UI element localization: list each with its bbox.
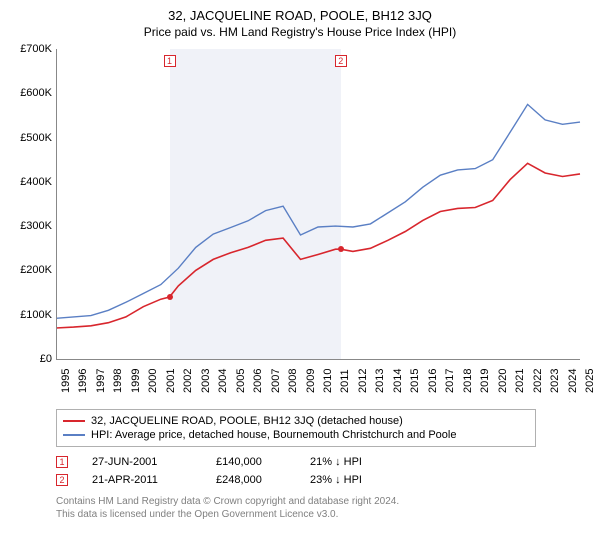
chart-title: 32, JACQUELINE ROAD, POOLE, BH12 3JQ (0, 8, 600, 23)
chart-subtitle: Price paid vs. HM Land Registry's House … (0, 25, 600, 39)
sale-marker: 1 (164, 55, 176, 67)
x-axis-label: 2015 (409, 369, 421, 393)
sale-date: 27-JUN-2001 (92, 456, 192, 468)
sale-marker: 2 (335, 55, 347, 67)
sale-delta: 23% ↓ HPI (310, 474, 400, 486)
y-axis-label: £700K (20, 43, 52, 55)
x-axis-label: 2010 (322, 369, 334, 393)
legend-box: 32, JACQUELINE ROAD, POOLE, BH12 3JQ (de… (56, 409, 536, 447)
x-axis-label: 2009 (305, 369, 317, 393)
y-axis-label: £600K (20, 87, 52, 99)
sale-price: £248,000 (216, 474, 286, 486)
sale-point (167, 294, 173, 300)
y-axis-label: £200K (20, 264, 52, 276)
x-axis-label: 2019 (479, 369, 491, 393)
legend-label: HPI: Average price, detached house, Bour… (91, 429, 456, 441)
x-axis-label: 2000 (147, 369, 159, 393)
x-axis-label: 1999 (130, 369, 142, 393)
legend-item: HPI: Average price, detached house, Bour… (63, 428, 529, 442)
x-axis-label: 1996 (77, 369, 89, 393)
series-line-price_paid (56, 163, 580, 328)
x-axis-label: 2005 (235, 369, 247, 393)
footnote: Contains HM Land Registry data © Crown c… (56, 495, 584, 521)
x-axis-label: 2012 (357, 369, 369, 393)
y-axis-label: £400K (20, 176, 52, 188)
x-axis-label: 1995 (60, 369, 72, 393)
sale-delta: 21% ↓ HPI (310, 456, 400, 468)
sale-point (338, 246, 344, 252)
footnote-line-1: Contains HM Land Registry data © Crown c… (56, 495, 584, 508)
sale-price: £140,000 (216, 456, 286, 468)
sale-row: 2 21-APR-2011 £248,000 23% ↓ HPI (56, 471, 556, 489)
x-axis-label: 2002 (182, 369, 194, 393)
sale-marker-icon: 2 (56, 474, 68, 486)
x-axis-label: 1998 (112, 369, 124, 393)
sales-table: 1 27-JUN-2001 £140,000 21% ↓ HPI 2 21-APR-201… (56, 453, 556, 489)
x-axis-label: 2014 (392, 369, 404, 393)
y-axis-label: £100K (20, 309, 52, 321)
x-axis-label: 2017 (444, 369, 456, 393)
x-axis-label: 2022 (532, 369, 544, 393)
x-axis-label: 2004 (217, 369, 229, 393)
legend-swatch (63, 420, 85, 422)
series-line-hpi (56, 104, 580, 318)
x-axis-label: 2001 (165, 369, 177, 393)
chart-area: 12 £0£100K£200K£300K£400K£500K£600K£700K… (10, 43, 590, 403)
legend-swatch (63, 434, 85, 436)
x-axis-label: 2008 (287, 369, 299, 393)
y-axis-line (56, 49, 57, 359)
x-axis-line (56, 359, 580, 360)
legend-item: 32, JACQUELINE ROAD, POOLE, BH12 3JQ (de… (63, 414, 529, 428)
x-axis-label: 2018 (462, 369, 474, 393)
x-axis-label: 2024 (567, 369, 579, 393)
x-axis-label: 2020 (497, 369, 509, 393)
plot-area: 12 (56, 49, 580, 359)
x-axis-label: 2007 (270, 369, 282, 393)
sale-date: 21-APR-2011 (92, 474, 192, 486)
footnote-line-2: This data is licensed under the Open Gov… (56, 508, 584, 521)
sale-row: 1 27-JUN-2001 £140,000 21% ↓ HPI (56, 453, 556, 471)
x-axis-label: 1997 (95, 369, 107, 393)
x-axis-label: 2013 (374, 369, 386, 393)
x-axis-label: 2021 (514, 369, 526, 393)
x-axis-label: 2011 (339, 369, 351, 393)
sale-marker-icon: 1 (56, 456, 68, 468)
y-axis-label: £300K (20, 220, 52, 232)
x-axis-label: 2025 (584, 369, 596, 393)
x-axis-label: 2023 (549, 369, 561, 393)
line-chart-svg (56, 49, 580, 359)
x-axis-label: 2016 (427, 369, 439, 393)
y-axis-label: £500K (20, 132, 52, 144)
legend-label: 32, JACQUELINE ROAD, POOLE, BH12 3JQ (de… (91, 415, 403, 427)
x-axis-label: 2003 (200, 369, 212, 393)
y-axis-label: £0 (40, 353, 52, 365)
x-axis-label: 2006 (252, 369, 264, 393)
